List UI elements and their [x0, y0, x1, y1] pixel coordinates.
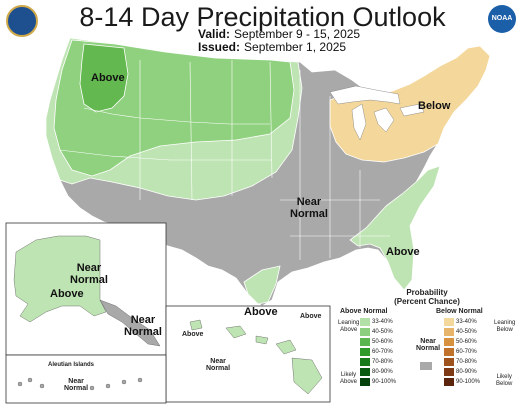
legend-below-swatch: [444, 358, 454, 366]
legend-below-bin-label: 40-50%: [456, 329, 477, 335]
label-above-nw: Above: [91, 72, 125, 84]
legend-below-bin-label: 80-90%: [456, 369, 477, 375]
legend-below-swatch: [444, 378, 454, 386]
label-alaska-near-normal: Near Normal: [70, 262, 108, 286]
legend-below-bin-label: 50-60%: [456, 339, 477, 345]
legend-above-bin-label: 60-70%: [372, 349, 393, 355]
page-title: 8-14 Day Precipitation Outlook: [79, 2, 446, 32]
legend-above-header: Above Normal: [340, 308, 388, 315]
label-above-south: Above: [244, 306, 278, 318]
label-near-normal-center: Near Normal: [290, 196, 328, 220]
legend-below-bin-label: 33-40%: [456, 319, 477, 325]
legend-above-swatch: [360, 378, 370, 386]
legend-above-swatch: [360, 318, 370, 326]
issued-label: Issued:: [198, 40, 241, 54]
legend-above-swatch: [360, 348, 370, 356]
aleutian-title: Aleutian Islands: [48, 362, 95, 368]
legend-below-swatch: [444, 328, 454, 336]
legend-likely-above: Likely Above: [340, 372, 358, 385]
legend-title: Probability (Percent Chance): [394, 288, 460, 306]
legend-below-swatch: [444, 318, 454, 326]
northeast-below-33-40: [329, 45, 491, 163]
legend-near-header: Near Normal: [416, 338, 441, 352]
issued-line: Issued: September 1, 2025: [198, 40, 346, 54]
legend-below-header: Below Normal: [436, 308, 483, 315]
noaa-logo: NOAA: [488, 5, 516, 33]
legend-above-swatch: [360, 328, 370, 336]
hawaii-islands: [189, 319, 323, 395]
legend-above-swatch: [360, 368, 370, 376]
label-aleutian-near-normal: Near Normal: [64, 378, 89, 392]
legend-above-bin-label: 90-100%: [372, 379, 397, 385]
legend-below-swatch: [444, 348, 454, 356]
label-hawaii-above-left: Above: [182, 331, 204, 338]
label-alaska-above: Above: [50, 288, 84, 300]
legend-above-swatch: [360, 338, 370, 346]
label-hawaii-above-right: Above: [300, 313, 322, 320]
aleutian-islands: [17, 377, 143, 391]
legend-above-bin-label: 80-90%: [372, 369, 393, 375]
legend-above-bin-label: 50-60%: [372, 339, 393, 345]
issued-value: September 1, 2025: [244, 40, 347, 54]
legend-below-swatch: [444, 368, 454, 376]
great-lakes: [329, 85, 425, 141]
valid-label: Valid:: [198, 27, 231, 41]
label-hawaii-near-normal: Near Normal: [206, 358, 231, 372]
label-above-se: Above: [386, 246, 420, 258]
valid-value: September 9 - 15, 2025: [234, 27, 361, 41]
legend-above-bin-label: 40-50%: [372, 329, 393, 335]
northwest-above-50-60: [79, 43, 129, 113]
valid-line: Valid: September 9 - 15, 2025: [198, 27, 360, 41]
legend-near-swatch: [420, 362, 432, 370]
legend-below-bin-label: 90-100%: [456, 379, 481, 385]
legend-below-bin-label: 70-80%: [456, 359, 477, 365]
alaska-above-33-40: [13, 235, 107, 323]
legend-below-bin-label: 60-70%: [456, 349, 477, 355]
legend-above-bin-label: 70-80%: [372, 359, 393, 365]
legend-swatches: [360, 318, 454, 386]
legend-above-bin-label: 33-40%: [372, 319, 393, 325]
legend-leaning-below: Leaning Below: [494, 320, 516, 333]
state-lines: [59, 60, 390, 260]
legend-below-swatch: [444, 338, 454, 346]
south-texas-above: [243, 265, 281, 305]
cpc-logo: [6, 5, 38, 37]
southeast-above-33-40: [349, 165, 441, 291]
legend-leaning-above: Leaning Above: [338, 320, 360, 333]
legend-above-swatch: [360, 358, 370, 366]
label-below-ne: Below: [418, 100, 451, 112]
alaska-panhandle-near-normal: [99, 299, 161, 347]
label-alaska-se-near-normal: Near Normal: [124, 314, 162, 338]
legend-likely-below: Likely Below: [496, 374, 513, 387]
